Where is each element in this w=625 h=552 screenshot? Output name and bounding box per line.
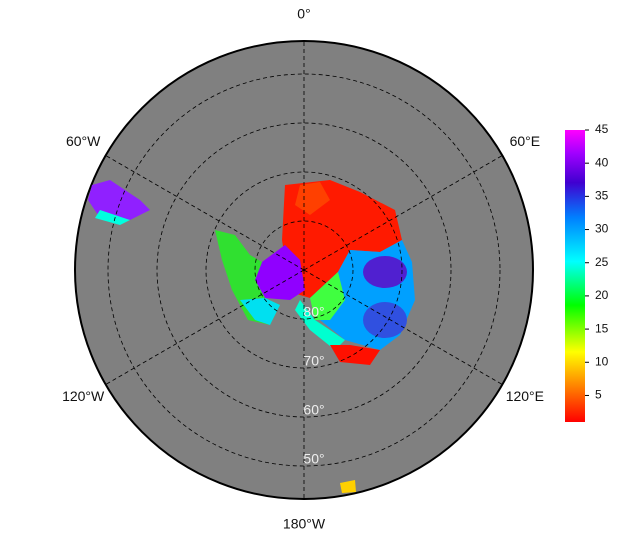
meridian-label: 120°E <box>506 388 544 404</box>
meridian-label: 60°W <box>66 133 101 149</box>
parallel <box>156 122 452 418</box>
colorbar-tick-label: 15 <box>595 321 609 335</box>
meridian <box>303 155 503 271</box>
parallel-label: 50° <box>303 451 324 467</box>
graticule <box>105 41 503 499</box>
colorbar-tick-label: 30 <box>595 222 609 236</box>
meridian <box>105 269 305 385</box>
parallel <box>254 220 354 320</box>
colorbar-tick-label: 25 <box>595 255 609 269</box>
parallel <box>107 73 501 467</box>
parallel-label: 60° <box>303 402 324 418</box>
colorbar: 5 10 15 20 25 30 35 40 45 <box>565 122 609 422</box>
meridian-label: 0° <box>297 6 310 22</box>
parallel <box>205 171 403 369</box>
colorbar-tick-label: 45 <box>595 122 609 136</box>
meridian-label: 180°W <box>283 516 326 532</box>
colorbar-tick-label: 20 <box>595 288 609 302</box>
meridian-label: 120°W <box>62 388 105 404</box>
colorbar-tick-label: 35 <box>595 189 609 203</box>
parallel-label: 70° <box>303 353 324 369</box>
colorbar-tick-label: 10 <box>595 354 609 368</box>
colorbar-tick-label: 40 <box>595 155 609 169</box>
parallel-label: 80° <box>303 304 324 320</box>
meridian <box>105 155 305 271</box>
graticule-labels: 80° 70° 60° 50° 0° 60°E 120°E 180°W 120°W 60°W <box>62 6 544 532</box>
meridian <box>303 269 503 385</box>
colorbar-tick-label: 5 <box>595 388 602 402</box>
colorbar-ramp <box>565 130 585 422</box>
meridian-label: 60°E <box>510 133 541 149</box>
